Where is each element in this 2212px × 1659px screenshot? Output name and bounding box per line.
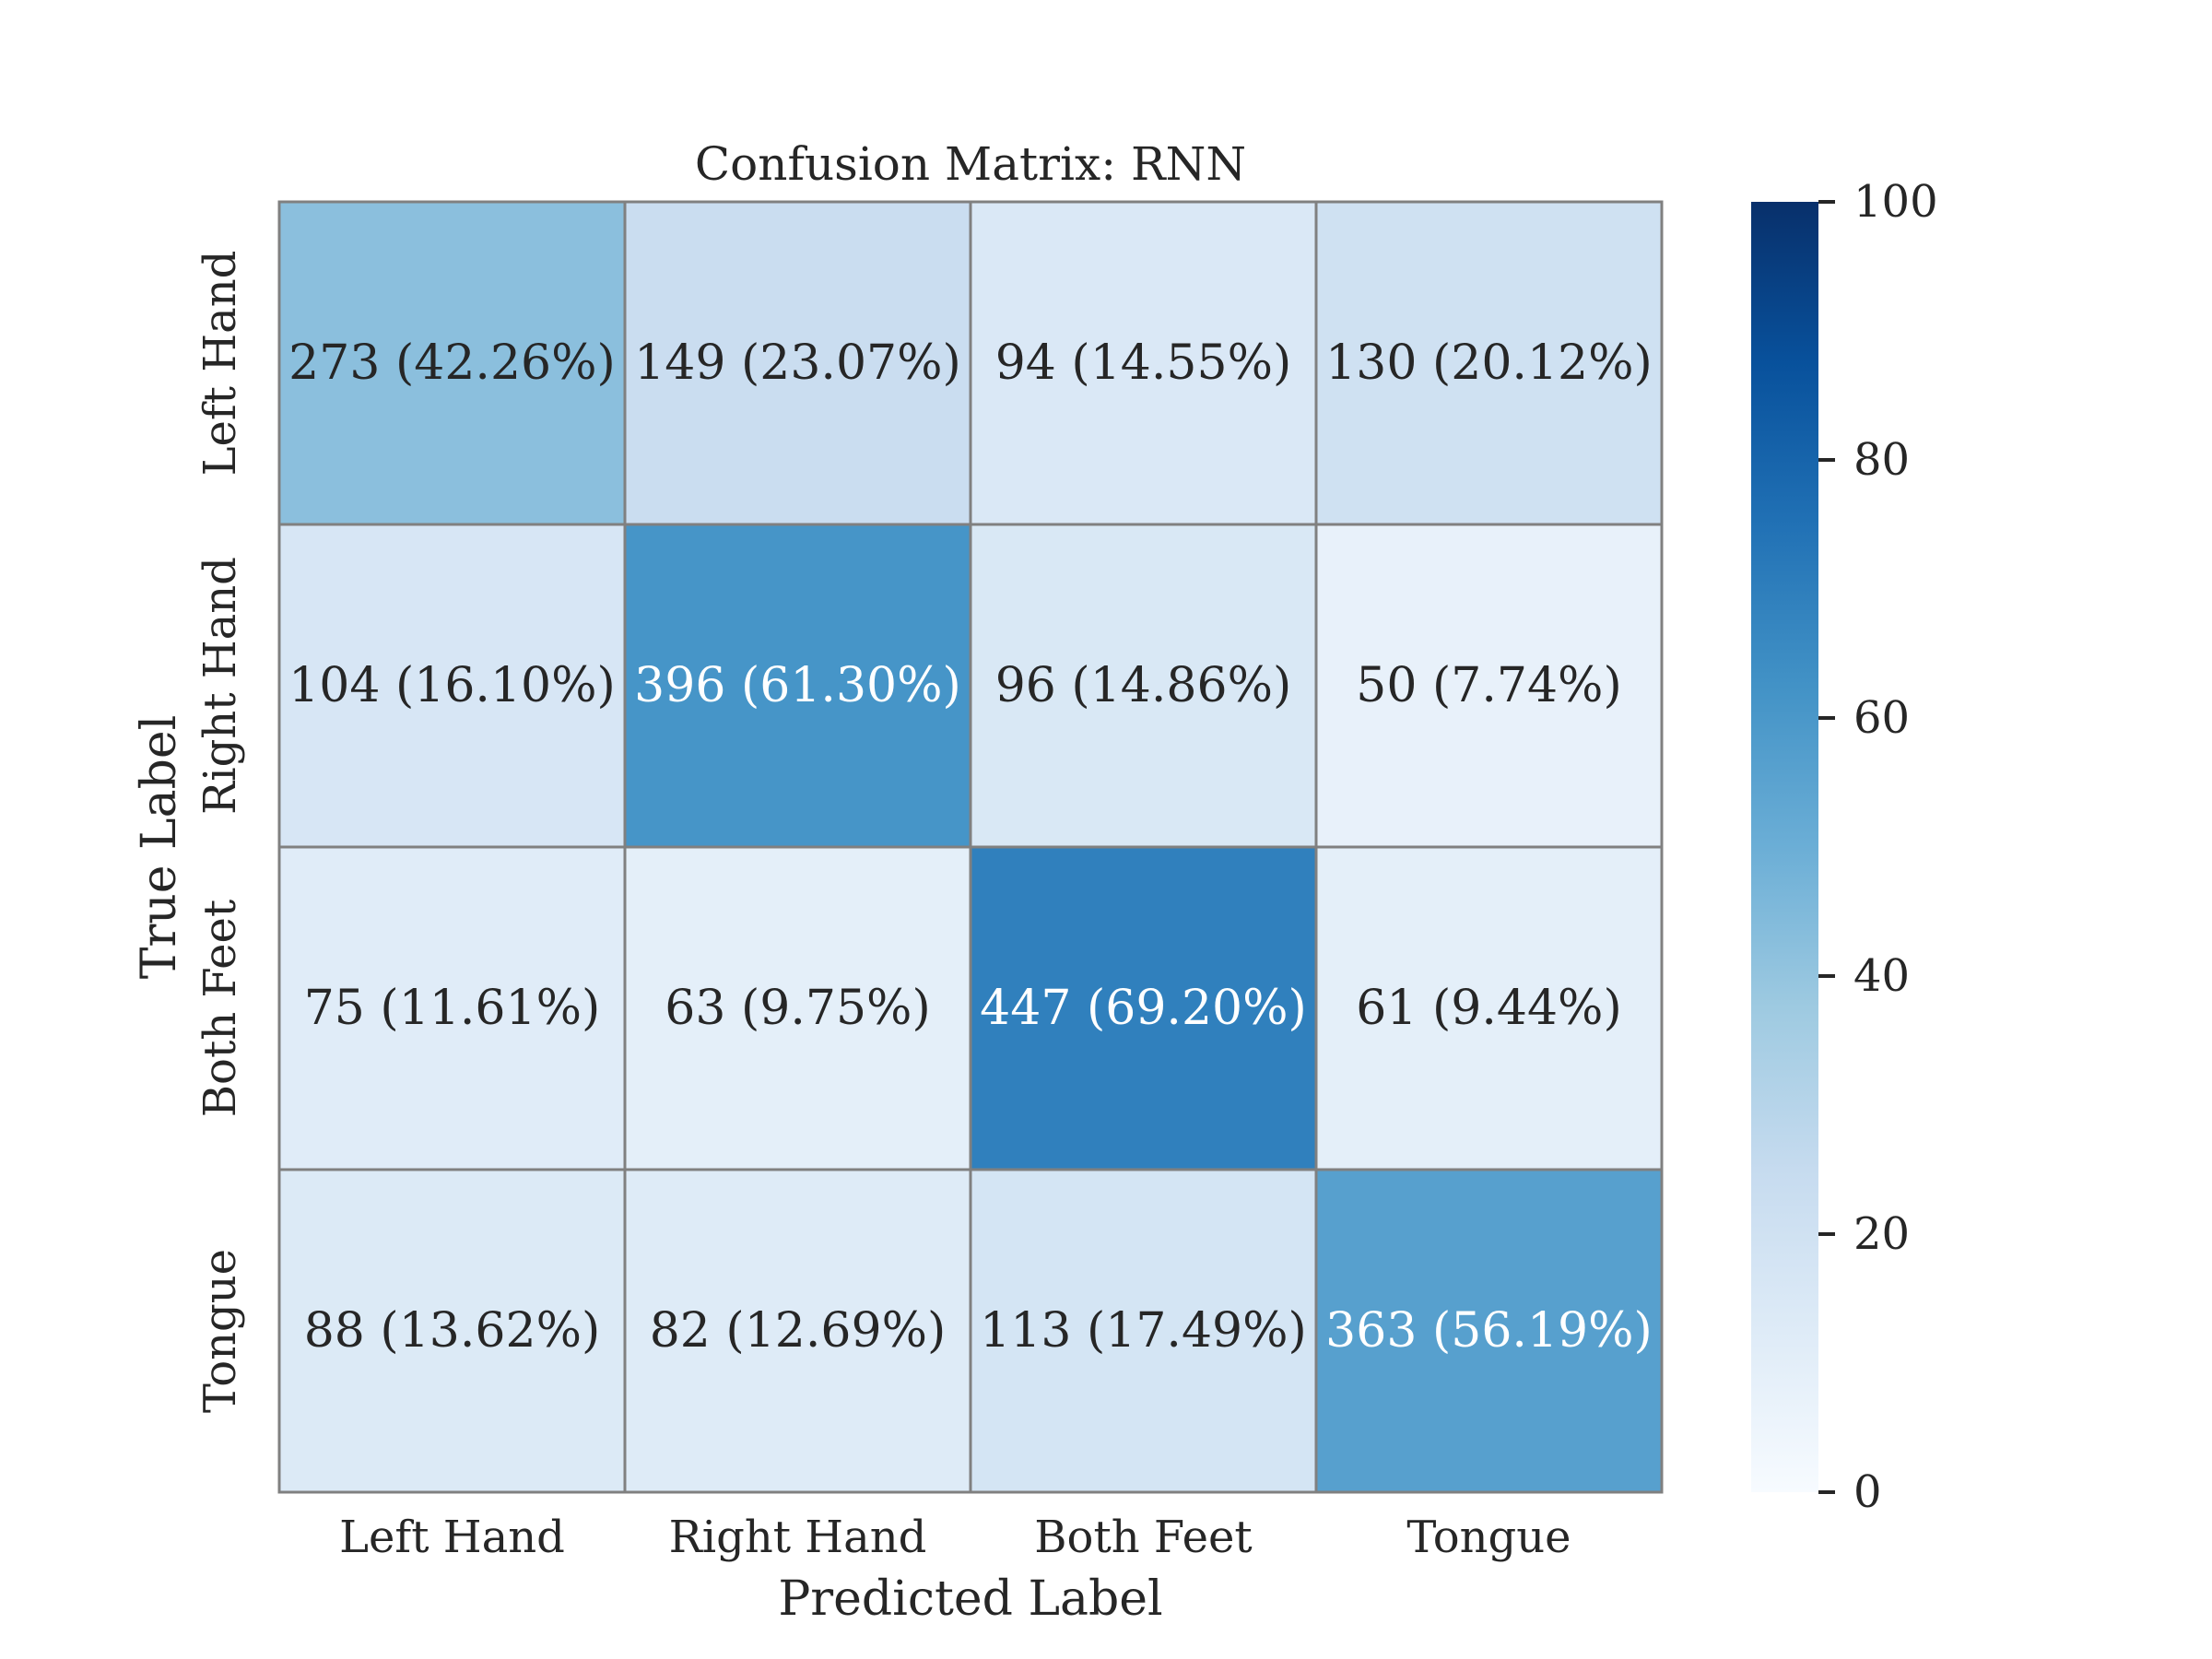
cell-value-label: 149 (23.07%) <box>634 335 961 391</box>
heatmap-cell <box>623 1168 972 1494</box>
x-tick-label: Tongue <box>1406 1512 1571 1563</box>
y-tick-label: Right Hand <box>194 557 246 815</box>
heatmap-cell <box>277 1168 627 1494</box>
x-tick-label: Right Hand <box>669 1512 927 1563</box>
colorbar-tick-label: 0 <box>1853 1466 1882 1518</box>
cell-value-label: 75 (11.61%) <box>304 981 601 1036</box>
colorbar-tick-label: 60 <box>1853 692 1910 744</box>
heatmap-cell <box>623 200 972 526</box>
cell-value-label: 94 (14.55%) <box>995 335 1292 391</box>
chart-title: Confusion Matrix: RNN <box>695 137 1246 191</box>
x-axis-label: Predicted Label <box>778 1571 1162 1627</box>
y-tick-label: Tongue <box>194 1249 246 1413</box>
cell-value-label: 82 (12.69%) <box>650 1303 947 1359</box>
colorbar-tick-label: 40 <box>1853 950 1910 1002</box>
cell-value-label: 130 (20.12%) <box>1325 335 1653 391</box>
x-tick-label: Both Feet <box>1034 1512 1252 1563</box>
cell-value-label: 396 (61.30%) <box>634 658 961 713</box>
cell-value-label: 447 (69.20%) <box>980 981 1307 1036</box>
cell-value-label: 104 (16.10%) <box>288 658 616 713</box>
colorbar-tick-label: 100 <box>1853 176 1938 228</box>
x-tick-label: Left Hand <box>339 1512 565 1563</box>
cell-value-label: 96 (14.86%) <box>995 658 1292 713</box>
y-tick-labels: Left Hand Right Hand Both Feet Tongue <box>194 251 246 1413</box>
y-axis-label: True Label <box>132 715 187 980</box>
colorbar-tick-label: 20 <box>1853 1208 1910 1260</box>
heatmap-cell <box>969 200 1318 526</box>
cell-value-label: 50 (7.74%) <box>1356 658 1621 713</box>
heatmap-cell <box>1314 200 1664 526</box>
cell-value-label: 113 (17.49%) <box>980 1303 1307 1359</box>
y-tick-label: Left Hand <box>194 251 246 477</box>
cell-value-label: 88 (13.62%) <box>304 1303 601 1359</box>
heatmap-cell <box>623 523 972 849</box>
heatmap-cell <box>277 523 627 849</box>
cell-value-label: 61 (9.44%) <box>1356 981 1621 1036</box>
colorbar-gradient <box>1751 202 1818 1492</box>
heatmap-cell <box>1314 523 1664 849</box>
cell-value-label: 363 (56.19%) <box>1325 1303 1653 1359</box>
x-tick-labels: Left Hand Right Hand Both Feet Tongue <box>339 1512 1571 1563</box>
heatmap-cell <box>623 845 972 1171</box>
colorbar: 0 20 40 60 80 100 <box>1751 176 1938 1518</box>
cell-value-label: 273 (42.26%) <box>288 335 616 391</box>
y-tick-label: Both Feet <box>194 900 246 1117</box>
heatmap-cell <box>277 200 627 526</box>
heatmap-cell <box>969 1168 1318 1494</box>
heatmap-cells: 273 (42.26%) 149 (23.07%) 94 (14.55%) 130 (… <box>277 200 1664 1494</box>
colorbar-tick-label: 80 <box>1853 434 1910 486</box>
heatmap-cell <box>1314 1168 1664 1494</box>
heatmap-cell <box>1314 845 1664 1171</box>
cell-value-label: 63 (9.75%) <box>665 981 930 1036</box>
